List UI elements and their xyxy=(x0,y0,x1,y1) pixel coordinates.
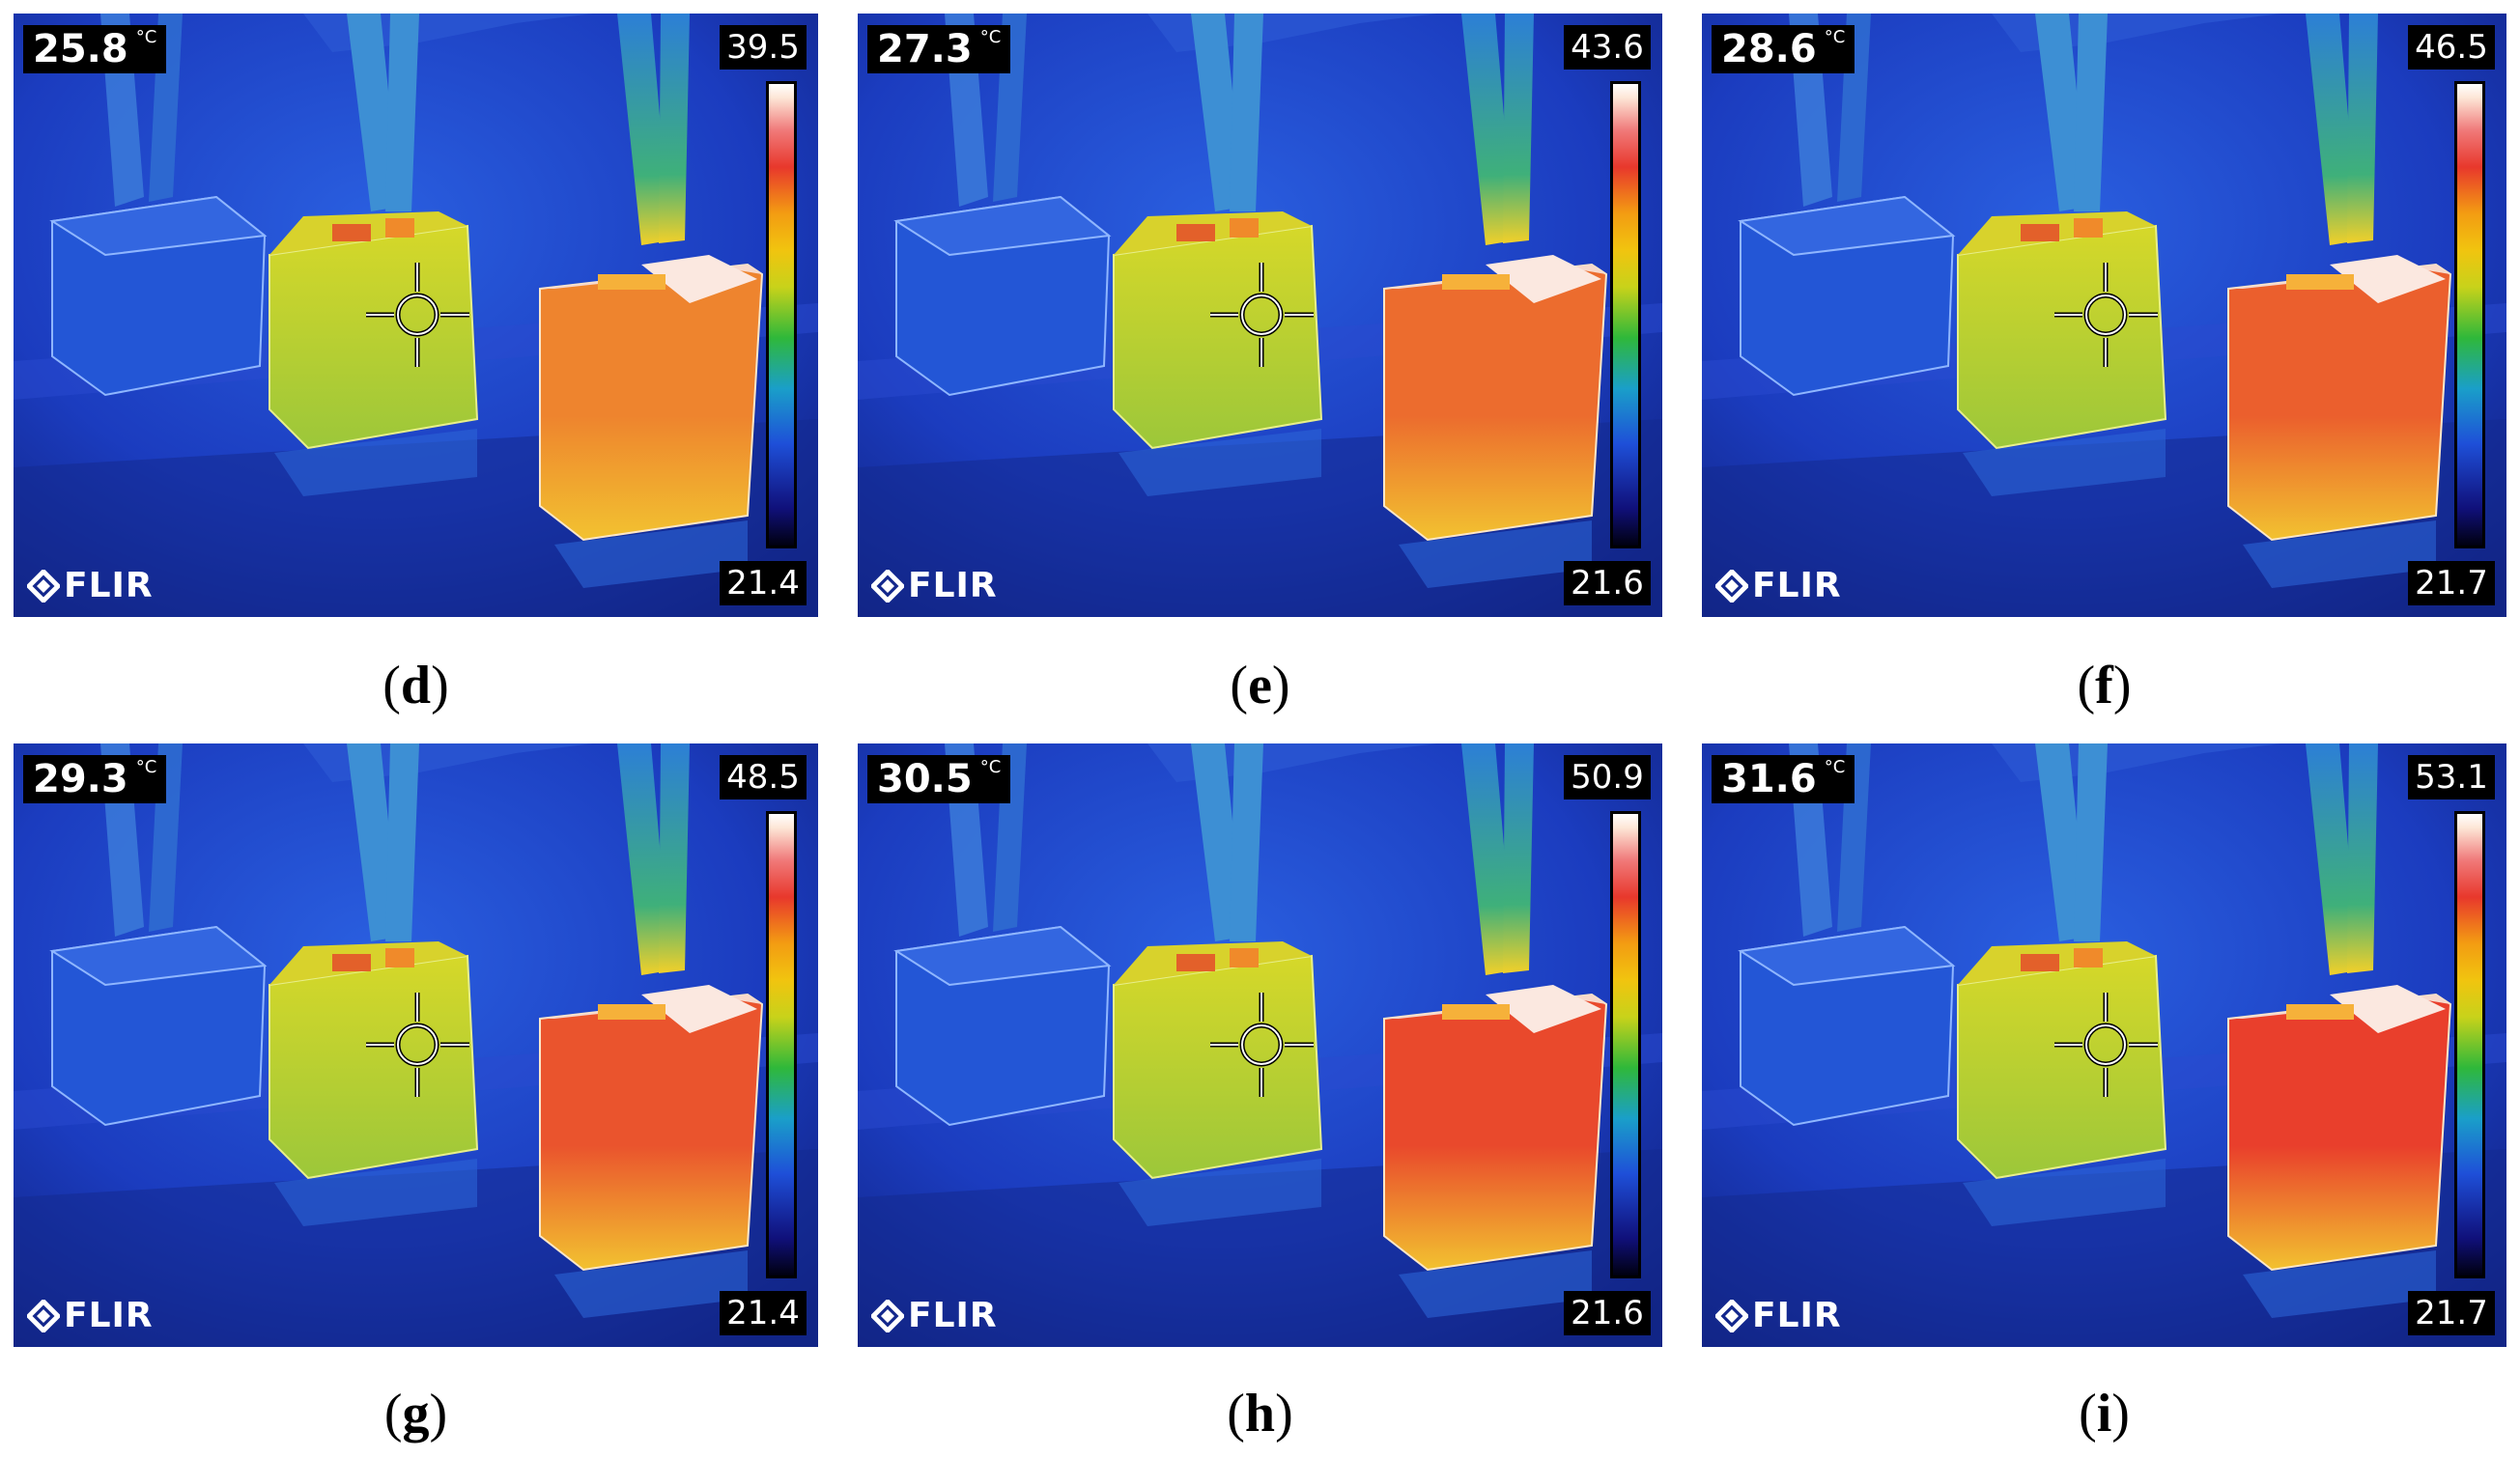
panel-label: d xyxy=(400,656,432,715)
temperature-colorbar xyxy=(766,811,797,1278)
flir-logo: FLIR xyxy=(871,1296,998,1335)
scale-max-value: 39.5 xyxy=(720,25,807,70)
spot-temperature-value: 25.8 xyxy=(33,27,128,71)
scale-max-value: 53.1 xyxy=(2408,755,2495,799)
thermal-image-i: 31.6 °C 53.1 21.7 FLIR xyxy=(1702,743,2506,1347)
flir-diamond-icon xyxy=(871,1299,904,1332)
panel-label: f xyxy=(2095,656,2113,715)
spot-temperature-readout: 30.5 °C xyxy=(867,755,1011,803)
flir-brand-text: FLIR xyxy=(908,566,998,605)
scale-min-value: 21.4 xyxy=(720,561,807,605)
panel-label: g xyxy=(402,1384,430,1444)
temperature-unit: °C xyxy=(135,27,157,47)
scale-min-value: 21.6 xyxy=(1564,1291,1651,1335)
temperature-unit: °C xyxy=(135,757,157,777)
temperature-colorbar xyxy=(2454,811,2485,1278)
flir-logo: FLIR xyxy=(27,566,154,605)
spot-temperature-readout: 25.8 °C xyxy=(23,25,167,73)
temperature-unit: °C xyxy=(979,27,1002,47)
temperature-unit: °C xyxy=(1824,757,1846,777)
spot-temperature-value: 30.5 xyxy=(877,757,973,801)
panel-caption-d: (d) xyxy=(382,656,449,715)
temperature-unit: °C xyxy=(1824,27,1846,47)
flir-brand-text: FLIR xyxy=(64,566,154,605)
spot-temperature-value: 28.6 xyxy=(1721,27,1817,71)
scale-min-value: 21.7 xyxy=(2408,561,2495,605)
flir-diamond-icon xyxy=(27,569,60,603)
spot-temperature-readout: 27.3 °C xyxy=(867,25,1011,73)
panel-caption-i: (i) xyxy=(2079,1384,2130,1444)
flir-logo: FLIR xyxy=(1715,566,1842,605)
scale-min-value: 21.7 xyxy=(2408,1291,2495,1335)
temperature-colorbar xyxy=(766,81,797,548)
scale-max-value: 50.9 xyxy=(1564,755,1651,799)
temperature-colorbar xyxy=(2454,81,2485,548)
thermal-image-g: 29.3 °C 48.5 21.4 FLIR xyxy=(14,743,818,1347)
temperature-colorbar xyxy=(1610,811,1641,1278)
temperature-unit: °C xyxy=(979,757,1002,777)
panel-caption-g: (g) xyxy=(383,1384,448,1444)
temperature-colorbar xyxy=(1610,81,1641,548)
thermal-image-f: 28.6 °C 46.5 21.7 FLIR xyxy=(1702,14,2506,617)
spot-temperature-readout: 31.6 °C xyxy=(1712,755,1855,803)
flir-diamond-icon xyxy=(1715,1299,1748,1332)
panel-caption-f: (f) xyxy=(2077,656,2132,715)
flir-diamond-icon xyxy=(1715,569,1748,603)
thermal-image-e: 27.3 °C 43.6 21.6 FLIR xyxy=(858,14,1662,617)
thermal-image-h: 30.5 °C 50.9 21.6 FLIR xyxy=(858,743,1662,1347)
flir-diamond-icon xyxy=(27,1299,60,1332)
flir-logo: FLIR xyxy=(1715,1296,1842,1335)
spot-temperature-value: 27.3 xyxy=(877,27,973,71)
spot-temperature-readout: 29.3 °C xyxy=(23,755,167,803)
flir-logo: FLIR xyxy=(871,566,998,605)
panel-caption-e: (e) xyxy=(1230,656,1290,715)
panel-caption-h: (h) xyxy=(1227,1384,1293,1444)
spot-temperature-value: 29.3 xyxy=(33,757,128,801)
flir-diamond-icon xyxy=(871,569,904,603)
flir-logo: FLIR xyxy=(27,1296,154,1335)
flir-brand-text: FLIR xyxy=(1752,1296,1842,1335)
panel-label: e xyxy=(1248,656,1272,715)
scale-max-value: 43.6 xyxy=(1564,25,1651,70)
flir-brand-text: FLIR xyxy=(1752,566,1842,605)
panel-label: i xyxy=(2096,1384,2112,1444)
scale-min-value: 21.4 xyxy=(720,1291,807,1335)
flir-brand-text: FLIR xyxy=(908,1296,998,1335)
scale-min-value: 21.6 xyxy=(1564,561,1651,605)
spot-temperature-value: 31.6 xyxy=(1721,757,1817,801)
spot-temperature-readout: 28.6 °C xyxy=(1712,25,1855,73)
scale-max-value: 48.5 xyxy=(720,755,807,799)
flir-brand-text: FLIR xyxy=(64,1296,154,1335)
thermal-image-d: 25.8 °C 39.5 21.4 FLIR xyxy=(14,14,818,617)
scale-max-value: 46.5 xyxy=(2408,25,2495,70)
panel-label: h xyxy=(1244,1384,1276,1444)
